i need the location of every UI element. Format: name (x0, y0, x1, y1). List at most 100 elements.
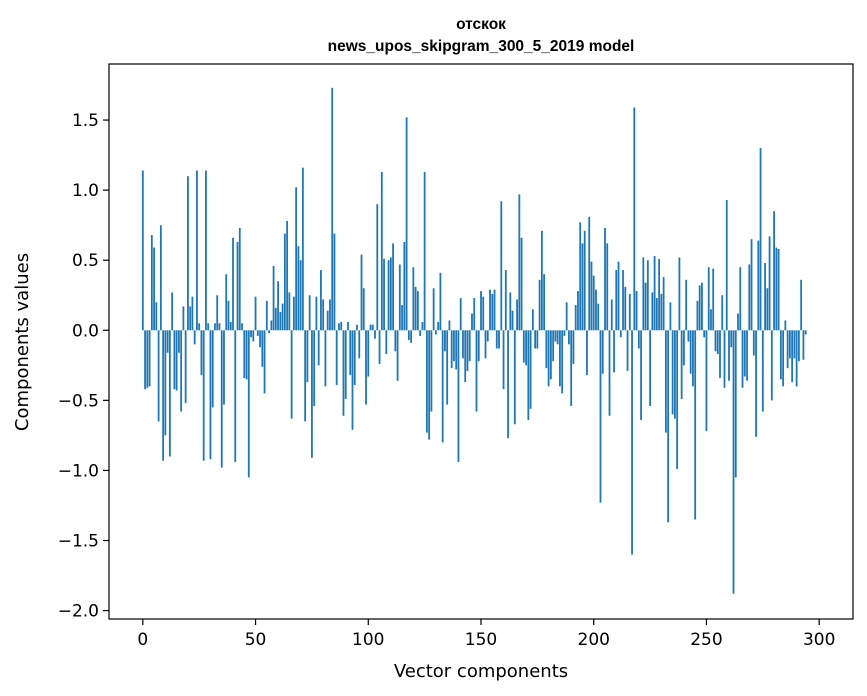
bar-51 (256, 330, 259, 336)
bar-191 (572, 330, 575, 364)
bar-144 (466, 330, 469, 371)
bar-117 (405, 117, 408, 331)
bar-203 (599, 330, 602, 503)
bar-278 (768, 236, 771, 331)
x-axis-label: Vector components (394, 661, 568, 682)
bar-28 (205, 170, 207, 331)
bar-72 (304, 330, 307, 422)
bar-60 (277, 281, 279, 331)
bar-55 (265, 300, 268, 331)
bar-255 (716, 330, 719, 355)
y-tick-label: 0.5 (72, 251, 99, 271)
bar-42 (236, 241, 239, 331)
bar-142 (462, 330, 464, 359)
bar-94 (353, 330, 356, 385)
bar-163 (509, 292, 512, 331)
bar-50 (254, 296, 257, 331)
bar-248 (701, 282, 703, 331)
bar-273 (757, 240, 760, 331)
bar-56 (268, 330, 270, 334)
bar-280 (773, 211, 775, 331)
bar-101 (369, 324, 372, 331)
bar-27 (202, 330, 205, 461)
bar-227 (653, 256, 656, 331)
bar-135 (446, 330, 449, 405)
bar-26 (200, 330, 203, 376)
bar-206 (606, 243, 609, 331)
bar-182 (552, 330, 555, 362)
bar-89 (342, 330, 345, 416)
x-tick-label: 0 (137, 630, 148, 650)
bar-1 (144, 330, 146, 390)
bar-175 (536, 330, 539, 349)
bar-177 (540, 230, 543, 331)
x-tick-label: 300 (803, 630, 835, 650)
bar-4 (150, 234, 153, 331)
bar-244 (692, 330, 694, 387)
bar-58 (272, 265, 275, 331)
bar-83 (329, 299, 331, 331)
bar-233 (667, 330, 670, 523)
bar-124 (421, 321, 424, 331)
bar-74 (308, 295, 311, 331)
bar-119 (410, 330, 413, 343)
bar-120 (412, 267, 415, 331)
bar-241 (685, 279, 688, 331)
bar-159 (500, 201, 503, 331)
bar-275 (761, 330, 764, 412)
bar-160 (502, 330, 505, 390)
bar-269 (748, 264, 751, 331)
bar-272 (755, 330, 757, 437)
bar-234 (669, 302, 672, 331)
bar-285 (784, 320, 787, 331)
bar-24 (196, 170, 198, 331)
bar-162 (507, 330, 509, 439)
bar-284 (782, 330, 785, 387)
bar-249 (703, 330, 706, 338)
bar-180 (547, 330, 550, 387)
bar-166 (516, 299, 518, 331)
bar-153 (486, 330, 489, 342)
bar-47 (247, 330, 250, 478)
bar-98 (362, 288, 365, 331)
bar-133 (441, 330, 444, 443)
bar-137 (450, 330, 453, 369)
y-tick-label: −2.0 (58, 602, 99, 622)
bar-252 (710, 309, 712, 331)
bar-61 (279, 312, 282, 331)
bar-112 (394, 330, 397, 352)
bar-226 (651, 292, 654, 331)
y-tick-label: 1.5 (72, 111, 99, 131)
bar-262 (732, 330, 735, 594)
bar-23 (193, 330, 196, 345)
bar-294 (804, 330, 807, 335)
bar-172 (529, 330, 532, 409)
bar-193 (577, 291, 579, 331)
bar-70 (299, 260, 302, 331)
bar-22 (191, 296, 194, 331)
bar-65 (288, 292, 291, 331)
bar-110 (389, 257, 392, 331)
bar-82 (326, 310, 329, 331)
bar-201 (595, 289, 597, 331)
bar-46 (245, 330, 248, 380)
bar-287 (788, 330, 791, 359)
bar-109 (387, 260, 390, 331)
bar-40 (232, 237, 234, 331)
bar-130 (435, 330, 437, 335)
bar-16 (177, 330, 180, 353)
bar-150 (480, 291, 482, 331)
bar-173 (531, 309, 534, 331)
bar-293 (802, 330, 805, 360)
bar-43 (238, 227, 241, 331)
bar-235 (671, 330, 674, 415)
bar-13 (171, 292, 174, 331)
bar-242 (687, 330, 690, 342)
bar-73 (306, 330, 309, 383)
bar-136 (448, 320, 451, 331)
bar-181 (549, 330, 552, 380)
bar-202 (597, 303, 600, 331)
y-tick-label: 0.0 (72, 321, 99, 341)
